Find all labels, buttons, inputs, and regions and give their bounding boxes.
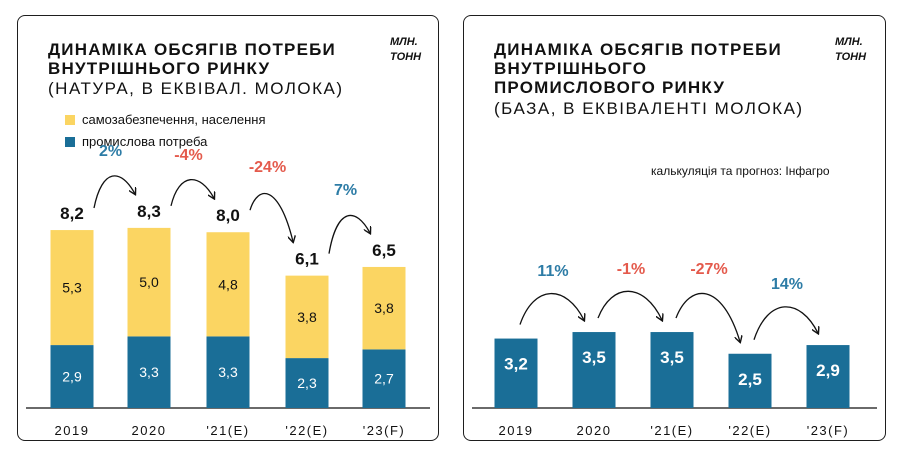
unit-label-line2: ТОНН [835, 51, 867, 63]
bar-industrial [127, 336, 171, 408]
source-note: калькуляція та прогноз: Інфагро [651, 164, 830, 178]
change-label: -4% [174, 147, 202, 164]
chart-title-line2: ВНУТРІШНЬОГО [494, 59, 648, 78]
change-arrow [249, 193, 293, 242]
bar-industrial [362, 349, 406, 408]
chart-subtitle: (НАТУРА, В ЕКВІВАЛ. МОЛОКА) [48, 79, 344, 98]
x-tick-label: 2019 [55, 423, 90, 438]
value-label: 2,5 [738, 370, 762, 389]
x-tick-label: '22(E) [728, 423, 771, 438]
total-label: 8,0 [216, 206, 240, 225]
x-tick-label: '23(F) [807, 423, 850, 438]
value-label: 3,2 [504, 355, 528, 374]
legend-label-self-supply: самозабезпечення, населення [82, 112, 266, 127]
bar-self-supply [50, 230, 94, 346]
bar-industrial [806, 345, 850, 408]
value-label-industrial: 2,3 [297, 375, 317, 391]
change-label: -24% [249, 159, 286, 176]
x-tick-label: '23(F) [363, 423, 406, 438]
value-label: 3,5 [660, 348, 684, 367]
value-label-industrial: 3,3 [218, 364, 238, 380]
legend-item-self-supply: самозабезпечення, населення [65, 112, 266, 127]
bar-industrial [572, 332, 616, 408]
value-label-self-supply: 3,8 [297, 309, 317, 325]
bar-self-supply [362, 266, 406, 350]
change-label: -27% [690, 261, 727, 278]
total-label: 6,1 [295, 250, 319, 269]
change-arrow [519, 293, 584, 325]
legend-label-industrial: промислова потреба [82, 134, 208, 149]
total-label: 6,5 [372, 241, 396, 260]
chart-title-line3: ПРОМИСЛОВОГО РИНКУ [494, 78, 726, 97]
unit-label-line1: МЛН. [835, 36, 863, 48]
change-arrow [753, 306, 818, 340]
change-label: 2% [99, 143, 122, 160]
value-label-self-supply: 3,8 [374, 300, 394, 316]
bar-industrial [50, 345, 94, 408]
x-tick-label: 2020 [577, 423, 612, 438]
bar-industrial [206, 336, 250, 408]
x-tick-label: 2019 [499, 423, 534, 438]
bar-industrial [728, 353, 772, 408]
change-label: -1% [617, 261, 645, 278]
chart-title-line1: ДИНАМІКА ОБСЯГІВ ПОТРЕБИ [494, 40, 782, 59]
chart-title-line1: ДИНАМІКА ОБСЯГІВ ПОТРЕБИ [48, 40, 336, 59]
chart-subtitle: (БАЗА, В ЕКВІВАЛЕНТІ МОЛОКА) [494, 99, 804, 118]
value-label-self-supply: 4,8 [218, 276, 238, 292]
legend-swatch-yellow [65, 114, 75, 125]
unit-label-line1: МЛН. [390, 36, 418, 48]
chart-panel-right: ДИНАМІКА ОБСЯГІВ ПОТРЕБИ ВНУТРІШНЬОГО ПР… [463, 15, 886, 441]
bar-chart: 3,2 2019 3,5 2020 3,5 '21(E) 2,5 '22(E) 2,9 '23(F… [472, 261, 877, 438]
value-label-industrial: 3,3 [139, 364, 159, 380]
change-label: 14% [771, 276, 803, 293]
unit-label-line2: ТОНН [390, 51, 422, 63]
bar-industrial [494, 338, 538, 408]
legend-swatch-navy [65, 136, 75, 147]
stacked-bar-chart: 2,9 5,3 8,2 2019 3,3 5,0 8,3 2020 3,3 4,8 8,0 '21(E… [26, 143, 430, 438]
x-tick-label: 2020 [132, 423, 167, 438]
bar-self-supply [127, 227, 171, 337]
change-arrow [170, 179, 214, 207]
x-tick-label: '21(E) [206, 423, 249, 438]
chart-panel-left: ДИНАМІКА ОБСЯГІВ ПОТРЕБИ ВНУТРІШНЬОГО РИ… [17, 15, 439, 441]
value-label-industrial: 2,7 [374, 371, 394, 387]
value-label-self-supply: 5,3 [62, 280, 82, 296]
change-arrow [93, 175, 135, 209]
x-tick-label: '22(E) [285, 423, 328, 438]
value-label-industrial: 2,9 [62, 369, 82, 385]
change-arrow [597, 290, 662, 320]
value-label: 3,5 [582, 348, 606, 367]
value-label-self-supply: 5,0 [139, 274, 159, 290]
total-label: 8,2 [60, 204, 84, 223]
change-label: 7% [334, 182, 357, 199]
bar-self-supply [285, 275, 329, 359]
bar-self-supply [206, 232, 250, 337]
x-tick-label: '21(E) [650, 423, 693, 438]
chart-title-line2: ВНУТРІШНЬОГО РИНКУ [48, 59, 271, 78]
legend-item-industrial: промислова потреба [65, 134, 207, 149]
change-label: 11% [537, 263, 568, 280]
change-arrow [328, 214, 370, 254]
value-label: 2,9 [816, 361, 840, 380]
bar-industrial [650, 332, 694, 408]
change-arrow [675, 292, 740, 341]
bar-industrial [285, 358, 329, 408]
total-label: 8,3 [137, 202, 161, 221]
